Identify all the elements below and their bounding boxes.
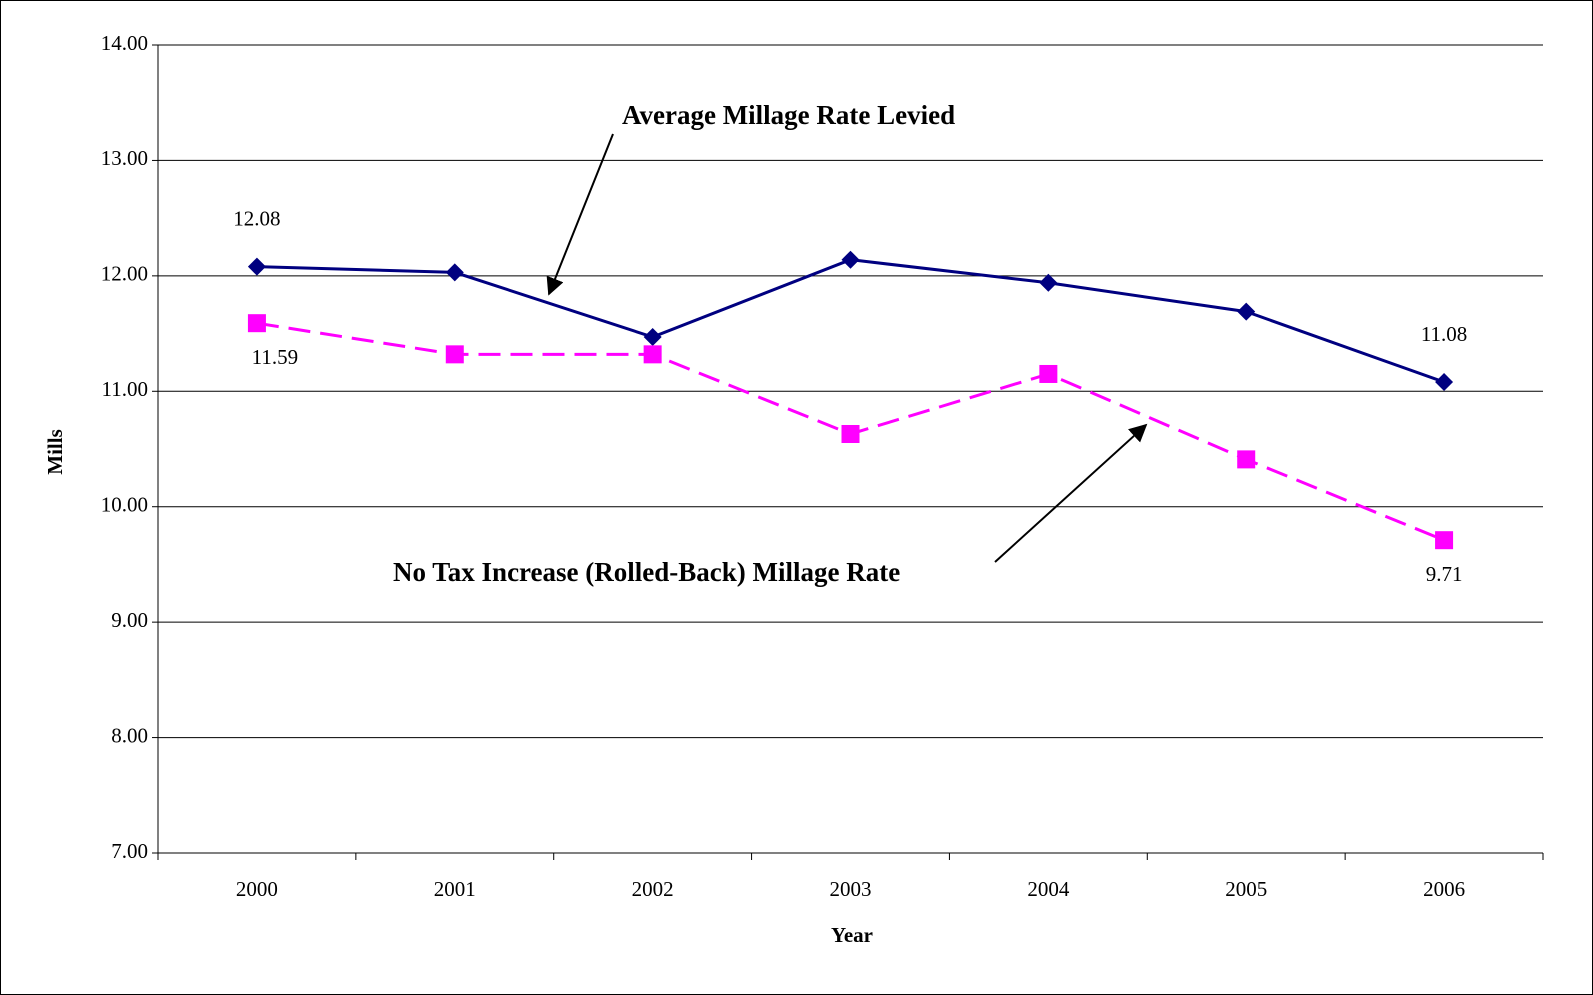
- y-tick-label: 14.00: [101, 31, 148, 55]
- y-tick-label: 13.00: [101, 146, 148, 170]
- point-marker: [1039, 364, 1058, 383]
- point-marker: [841, 424, 860, 443]
- point-marker: [445, 263, 464, 282]
- y-tick-label: 12.00: [101, 262, 148, 286]
- annotation-arrow: [994, 423, 1148, 563]
- y-tick-label: 8.00: [111, 723, 148, 747]
- x-tick-label: 2005: [1225, 877, 1267, 901]
- data-label: 11.59: [252, 345, 298, 369]
- x-tick-label: 2000: [236, 877, 278, 901]
- point-marker: [1435, 373, 1454, 392]
- point-marker: [445, 345, 464, 364]
- point-marker: [1039, 273, 1058, 292]
- x-tick-label: 2001: [434, 877, 476, 901]
- data-label: 12.08: [233, 206, 280, 230]
- x-tick-label: 2002: [632, 877, 674, 901]
- point-marker: [247, 314, 266, 333]
- y-axis-title: Mills: [43, 429, 67, 475]
- x-tick-label: 2004: [1027, 877, 1070, 901]
- x-tick-label: 2003: [830, 877, 872, 901]
- point-marker: [643, 328, 662, 347]
- x-tick-label: 2006: [1423, 877, 1465, 901]
- point-marker: [1237, 450, 1256, 469]
- point-marker: [1435, 531, 1454, 550]
- annotation: Average Millage Rate Levied: [622, 100, 955, 130]
- point-marker: [643, 345, 662, 364]
- annotation: No Tax Increase (Rolled-Back) Millage Ra…: [393, 557, 900, 587]
- y-tick-label: 10.00: [101, 493, 148, 517]
- x-axis-title: Year: [831, 923, 873, 947]
- point-marker: [1237, 302, 1256, 321]
- y-tick-label: 9.00: [111, 608, 148, 632]
- y-tick-label: 11.00: [102, 377, 148, 401]
- y-tick-label: 7.00: [111, 839, 148, 863]
- point-marker: [247, 257, 266, 276]
- point-marker: [841, 250, 860, 269]
- data-label: 9.71: [1426, 562, 1463, 586]
- data-label: 11.08: [1421, 322, 1467, 346]
